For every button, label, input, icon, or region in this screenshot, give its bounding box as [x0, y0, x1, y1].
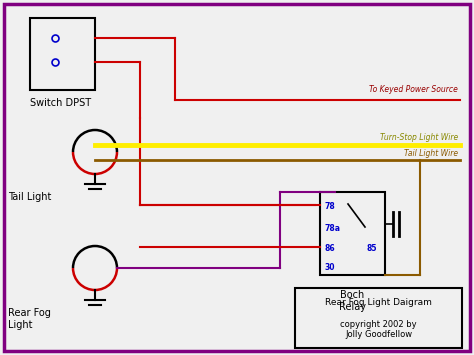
FancyBboxPatch shape: [320, 192, 385, 275]
Text: Tail Light Wire: Tail Light Wire: [404, 149, 458, 158]
Text: Rear Fog Light Daigram: Rear Fog Light Daigram: [325, 298, 432, 307]
Text: Tail Light: Tail Light: [8, 192, 51, 202]
Text: 86: 86: [325, 244, 336, 253]
Text: 30: 30: [325, 263, 336, 272]
Text: 78: 78: [325, 202, 336, 211]
Text: Rear Fog
Light: Rear Fog Light: [8, 308, 51, 329]
Text: 85: 85: [366, 244, 377, 253]
FancyBboxPatch shape: [295, 288, 462, 348]
Text: Turn-Stop Light Wire: Turn-Stop Light Wire: [380, 133, 458, 142]
Text: Switch DPST: Switch DPST: [30, 98, 91, 108]
Text: Boch
Relay: Boch Relay: [339, 290, 366, 312]
FancyBboxPatch shape: [30, 18, 95, 90]
FancyBboxPatch shape: [4, 4, 470, 351]
Text: To Keyed Power Source: To Keyed Power Source: [369, 85, 458, 94]
Text: copyright 2002 by
Jolly Goodfellow: copyright 2002 by Jolly Goodfellow: [340, 320, 417, 339]
Text: 78a: 78a: [325, 224, 341, 233]
